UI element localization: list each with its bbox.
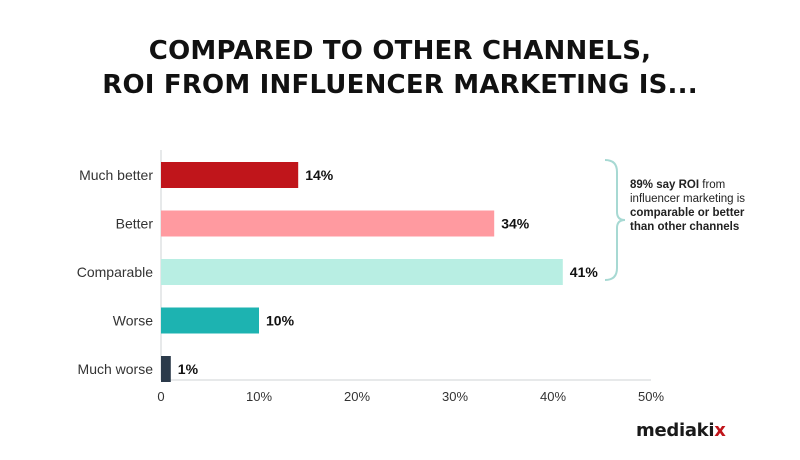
category-label: Better (116, 216, 154, 232)
logo-text: mediaki (636, 420, 715, 441)
logo-x: x (714, 420, 726, 441)
chart-title: COMPARED TO OTHER CHANNELS, ROI FROM INF… (0, 34, 800, 102)
mediakix-logo: mediakix (636, 420, 726, 441)
bar-comparable (161, 259, 563, 285)
title-line-1: COMPARED TO OTHER CHANNELS, (148, 36, 652, 66)
annotation-body: from influencer marketing is (630, 179, 746, 205)
data-label: 1% (178, 361, 199, 377)
x-tick-label: 20% (344, 389, 370, 404)
bar-better (161, 210, 495, 237)
category-label: Much worse (78, 361, 154, 377)
data-label: 10% (266, 313, 295, 329)
annotation-tail: comparable or better than other channels (630, 207, 745, 233)
data-label: 34% (501, 216, 530, 232)
x-tick-label: 30% (442, 389, 468, 404)
x-tick-label: 0 (157, 389, 164, 404)
category-label: Worse (113, 313, 153, 329)
data-label: 14% (305, 167, 334, 183)
bar-much-better (161, 162, 299, 188)
bar-much-worse (161, 356, 171, 382)
category-label: Much better (79, 167, 153, 183)
x-tick-label: 50% (638, 389, 664, 404)
data-label: 41% (570, 264, 599, 280)
category-label: Comparable (77, 264, 153, 280)
title-line-2: ROI FROM INFLUENCER MARKETING IS... (102, 70, 698, 100)
x-tick-label: 40% (540, 389, 566, 404)
grouping-brace (604, 159, 626, 281)
annotation-lead: 89% say (630, 179, 676, 191)
x-tick-label: 10% (246, 389, 272, 404)
annotation-roi: ROI (678, 179, 700, 191)
bar-worse (161, 307, 259, 334)
annotation-text: 89% say ROI from influencer marketing is… (630, 178, 750, 234)
